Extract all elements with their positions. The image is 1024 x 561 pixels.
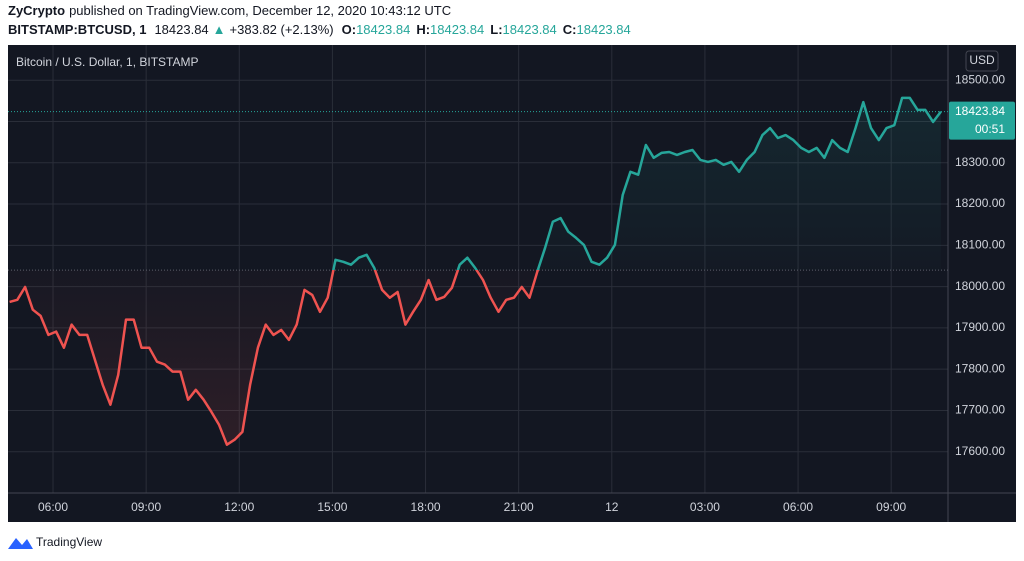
ohlc-value: 18423.84 [503, 22, 557, 37]
x-tick-label: 06:00 [38, 500, 68, 514]
x-tick-label: 09:00 [131, 500, 161, 514]
ohlc-label: O: [342, 22, 356, 37]
footer-logo: TradingView [8, 535, 102, 549]
last-price: 18423.84 [154, 22, 208, 37]
symbol-line: BITSTAMP:BTCUSD, 1 18423.84 ▲ +383.82 (+2.1… [8, 22, 631, 37]
plot: 17600.00 17700.00 17800.00 17900.00 18000.00… [8, 45, 1016, 522]
publisher-line: ZyCrypto published on TradingView.com, De… [8, 3, 451, 18]
ohlc-label: C: [563, 22, 577, 37]
brand: TradingView [36, 535, 102, 549]
ohlc-value: 18423.84 [577, 22, 631, 37]
y-tick-label: 18200.00 [955, 196, 1005, 210]
y-tick-label: 18300.00 [955, 155, 1005, 169]
y-tick-label: 18000.00 [955, 279, 1005, 293]
ohlc-label: H: [416, 22, 430, 37]
unit: USD [969, 53, 995, 67]
baseline-area [9, 97, 941, 445]
ohlc-value: 18423.84 [356, 22, 410, 37]
ohlc-label: L: [490, 22, 502, 37]
y-tick-label: 18500.00 [955, 72, 1005, 86]
y-tick-label: 17900.00 [955, 320, 1005, 334]
symbol: BITSTAMP:BTCUSD, 1 [8, 22, 146, 37]
author: ZyCrypto [8, 3, 65, 18]
x-tick-label: 03:00 [690, 500, 720, 514]
price-line [9, 96, 942, 446]
chart-legend: Bitcoin / U.S. Dollar, 1, BITSTAMP [16, 55, 199, 69]
countdown: 00:51 [975, 122, 1005, 136]
y-tick-label: 17600.00 [955, 444, 1005, 458]
logo-icon [8, 538, 33, 549]
x-tick-label: 09:00 [876, 500, 906, 514]
x-tick-label: 21:00 [504, 500, 534, 514]
y-tick-label: 18100.00 [955, 237, 1005, 251]
unit-box [965, 50, 999, 72]
published: published on TradingView.com, December 1… [69, 3, 451, 18]
ohlc-value: 18423.84 [430, 22, 484, 37]
change: +383.82 (+2.13%) [230, 22, 334, 37]
x-tick-label: 12 [605, 500, 619, 514]
last-price-label: 18423.84 [955, 104, 1005, 118]
change-arrow: ▲ [213, 22, 226, 37]
y-tick-label: 17700.00 [955, 403, 1005, 417]
x-tick-label: 18:00 [411, 500, 441, 514]
x-tick-label: 06:00 [783, 500, 813, 514]
y-tick-label: 17800.00 [955, 361, 1005, 375]
x-tick-label: 15:00 [317, 500, 347, 514]
x-tick-label: 12:00 [224, 500, 254, 514]
last-price-tag [949, 101, 1015, 140]
